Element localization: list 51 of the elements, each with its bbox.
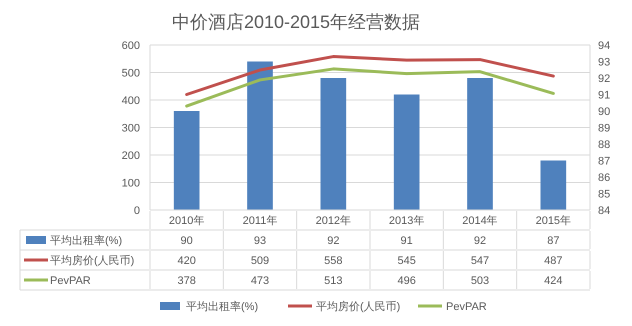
y2-tick-label: 87 [598, 155, 610, 168]
legend-entry: 平均出租率(%) [160, 300, 258, 313]
data-label: 378 [177, 274, 196, 287]
y2-tick-label: 90 [598, 106, 610, 118]
data-label: 558 [324, 254, 343, 267]
y2-tick-label: 86 [598, 172, 610, 184]
y2-tick-label: 89 [598, 122, 610, 134]
y-tick-label: 200 [122, 150, 140, 162]
y-tick-label: 300 [122, 122, 140, 134]
y2-tick-label: 92 [598, 72, 610, 85]
data-label: 513 [324, 274, 343, 287]
y2-tick-label: 88 [598, 138, 610, 151]
data-label: 503 [470, 274, 490, 287]
data-label: 92 [474, 234, 486, 247]
y2-tick-label: 91 [598, 89, 610, 102]
x-tick-label: 2010年 [168, 214, 204, 227]
data-label: 487 [544, 254, 563, 267]
legend-label: 平均房价(人民币) [50, 254, 134, 267]
legend-entry: PevPAR [418, 300, 487, 313]
x-tick-label: 2013年 [388, 214, 424, 227]
x-tick-label: 2014年 [462, 214, 498, 227]
y-tick-label: 0 [134, 204, 140, 217]
data-label: 91 [400, 234, 413, 247]
data-label: 473 [250, 274, 270, 287]
data-label: 420 [177, 254, 196, 267]
line-series [185, 55, 555, 96]
legend-label: PevPAR [50, 274, 91, 287]
x-tick-label: 2011年 [242, 214, 278, 227]
chart-title: 中价酒店2010-2015年经营数据 [172, 12, 420, 32]
y-tick-label: 500 [122, 67, 140, 80]
y-tick-label: 100 [122, 177, 140, 190]
y2-tick-label: 94 [598, 40, 610, 52]
data-label: 87 [547, 234, 560, 247]
y-tick-label: 400 [122, 94, 140, 107]
y2-tick-label: 85 [598, 188, 610, 200]
data-label: 93 [254, 234, 266, 247]
x-tick-label: 2015年 [536, 214, 572, 227]
data-label: 509 [250, 254, 270, 267]
y2-tick-label: 84 [598, 204, 610, 217]
data-label: 545 [397, 254, 416, 267]
x-tick-label: 2012年 [316, 214, 352, 227]
line-series [185, 67, 555, 108]
data-label: 547 [470, 254, 490, 267]
legend-label: 平均出租率(%) [50, 234, 122, 247]
y2-tick-label: 93 [598, 56, 610, 68]
data-label: 496 [397, 274, 416, 287]
data-label: 92 [327, 234, 340, 247]
y-tick-label: 600 [122, 40, 140, 52]
data-label: 90 [180, 234, 193, 247]
legend-entry: 平均房价(人民币) [288, 300, 400, 313]
data-label: 424 [544, 274, 563, 287]
